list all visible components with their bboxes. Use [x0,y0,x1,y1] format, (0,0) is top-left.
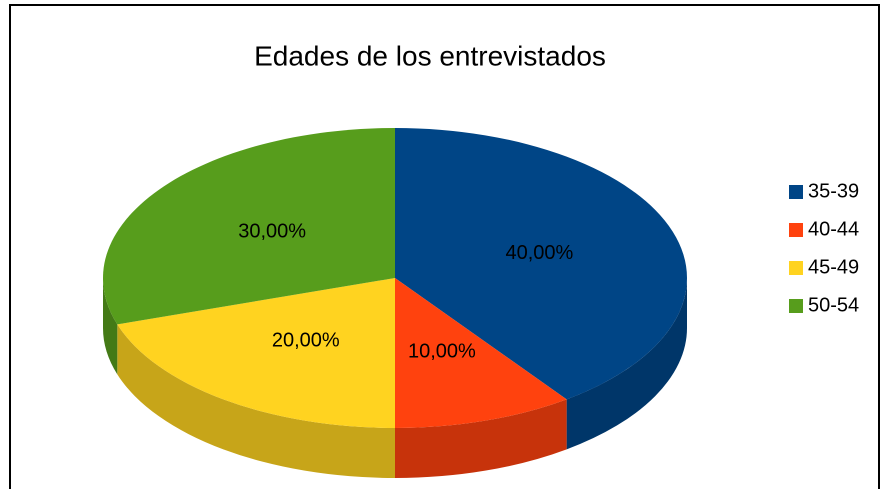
legend-label: 40-44 [808,218,859,240]
data-label: 30,00% [238,220,306,242]
legend-swatch [789,299,803,313]
legend-label: 35-39 [808,180,859,202]
slice [117,278,395,429]
slice-side [103,278,118,375]
slice [395,128,687,400]
legend-swatch [789,185,803,199]
slice-side [395,399,567,478]
slice [102,127,395,325]
legend-label: 45-49 [808,256,859,278]
slice [395,278,567,428]
legend-swatch [789,223,803,237]
slice-side [566,278,687,450]
legend-swatch [789,261,803,275]
data-label: 20,00% [272,329,340,351]
data-label: 10,00% [408,340,476,362]
chart-title: Edades de los entrevistados [254,40,606,71]
data-label: 40,00% [505,242,573,264]
legend-label: 50-54 [808,294,859,316]
slice-side [117,324,395,478]
